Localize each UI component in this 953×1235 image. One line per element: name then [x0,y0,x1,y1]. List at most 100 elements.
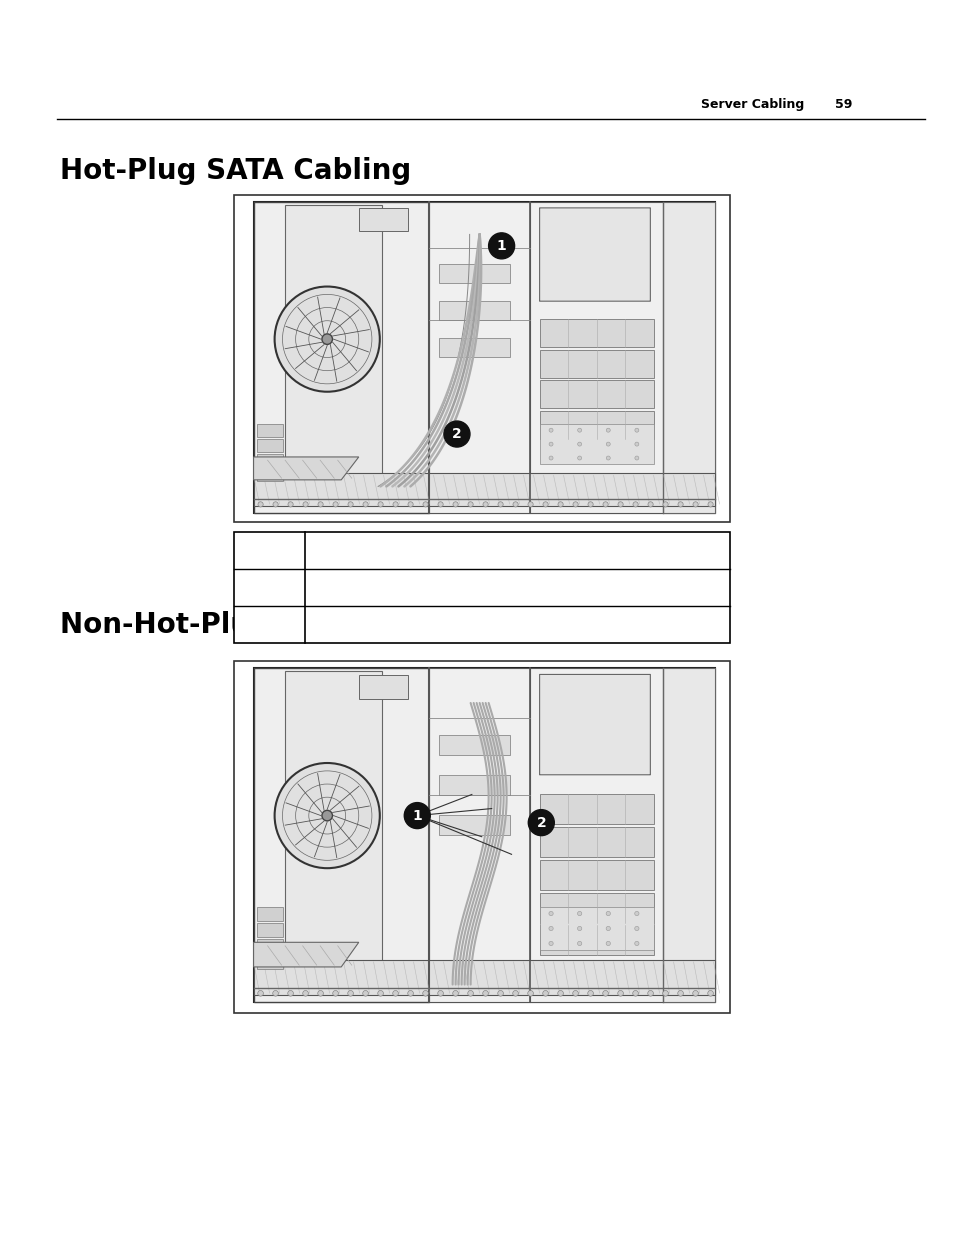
Circle shape [605,911,610,915]
Circle shape [647,501,653,508]
Circle shape [549,456,553,459]
Circle shape [548,911,553,915]
Circle shape [512,990,517,997]
Circle shape [618,990,622,997]
Circle shape [634,941,639,946]
Circle shape [468,501,473,508]
Circle shape [634,442,639,446]
Bar [233,661,729,1013]
Bar [256,468,283,482]
Circle shape [317,990,323,997]
Bar [530,668,714,1002]
Circle shape [662,501,667,508]
Circle shape [602,501,608,508]
Circle shape [274,763,379,868]
Bar [256,939,283,953]
Circle shape [634,911,639,915]
Circle shape [467,990,473,997]
Circle shape [618,501,622,508]
Circle shape [605,926,610,931]
Bar [256,955,283,968]
Text: 1: 1 [265,582,274,594]
Text: Hot-Plug SATA Cabling: Hot-Plug SATA Cabling [60,157,411,185]
FancyBboxPatch shape [539,674,650,774]
Circle shape [587,990,593,997]
Circle shape [692,990,698,997]
Bar [429,668,530,1002]
Circle shape [558,990,563,997]
Circle shape [348,990,353,997]
Circle shape [422,501,428,508]
Circle shape [273,990,278,997]
Bar [253,668,429,1002]
Bar [539,380,654,409]
Text: 59: 59 [834,98,851,111]
Circle shape [393,501,397,508]
Bar [539,893,654,923]
Bar [429,201,530,513]
Circle shape [606,429,610,432]
Circle shape [634,926,639,931]
Circle shape [482,501,488,508]
Circle shape [707,990,713,997]
Circle shape [692,501,698,508]
Circle shape [587,501,593,508]
Circle shape [577,941,581,946]
Bar [253,473,714,506]
Bar [438,735,510,755]
Polygon shape [253,457,358,480]
Text: Item: Item [253,545,285,557]
Text: 2: 2 [536,815,546,830]
Bar [256,438,283,452]
Circle shape [437,501,443,508]
Circle shape [333,501,337,508]
Circle shape [513,501,517,508]
Bar [438,264,510,283]
Circle shape [549,429,553,432]
Circle shape [573,501,578,508]
Bar [438,301,510,320]
Circle shape [443,421,470,447]
Circle shape [377,501,383,508]
Circle shape [602,990,608,997]
Circle shape [707,501,713,508]
Text: Cable Description: Cable Description [317,545,440,557]
Text: Non-Hot-Plug SATA Cabling: Non-Hot-Plug SATA Cabling [60,611,484,640]
Circle shape [317,501,323,508]
Bar [253,668,714,1002]
Circle shape [527,990,533,997]
Circle shape [497,501,502,508]
Circle shape [273,501,278,508]
Circle shape [393,990,398,997]
Text: SATA cable: SATA cable [317,619,386,631]
Bar [539,794,654,825]
Circle shape [548,941,553,946]
Circle shape [488,233,514,259]
Bar [438,774,510,795]
Circle shape [606,456,610,459]
Circle shape [542,990,548,997]
Bar [539,860,654,890]
Circle shape [453,990,457,997]
Bar [285,672,381,989]
Circle shape [605,941,610,946]
Bar [253,960,714,995]
Bar [253,201,429,513]
Text: Power cable: Power cable [317,582,393,594]
Text: 1: 1 [497,238,506,253]
Circle shape [542,501,548,508]
Circle shape [632,501,638,508]
Circle shape [634,456,639,459]
Bar [539,925,654,956]
Circle shape [632,990,638,997]
Circle shape [333,990,338,997]
Circle shape [677,990,682,997]
Circle shape [558,501,562,508]
Bar [256,453,283,467]
Circle shape [662,990,668,997]
Bar [256,906,283,921]
Circle shape [321,333,332,345]
Text: 2: 2 [265,619,274,631]
Bar [539,906,654,950]
Bar [438,815,510,835]
